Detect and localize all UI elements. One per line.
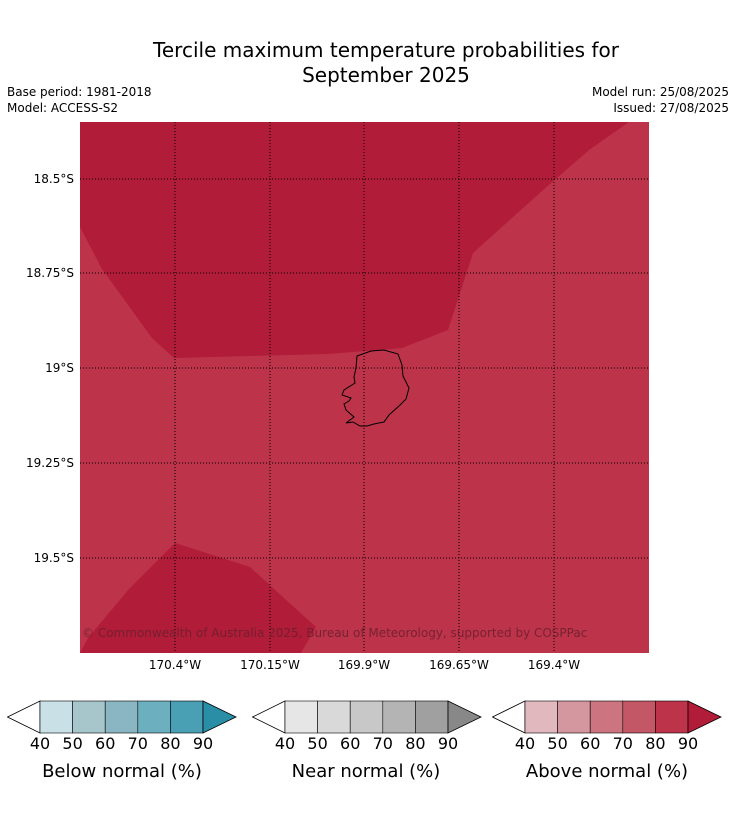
lat-label-18-75: 18.75°S xyxy=(26,266,74,280)
colorbar-cell xyxy=(557,700,591,734)
base-period-text: Base period: 1981-2018 xyxy=(7,85,152,99)
legend-below-normal xyxy=(7,700,237,810)
colorbar-tick-label: 80 xyxy=(645,734,666,753)
colorbar-tick-label: 90 xyxy=(677,734,699,753)
colorbar-tick-label: 60 xyxy=(340,734,361,753)
legend-near-normal xyxy=(252,700,482,810)
legend-above-normal xyxy=(492,700,722,810)
colorbar-tick-label: 40 xyxy=(29,734,51,753)
colorbar-cell xyxy=(137,700,171,734)
colorbar-cell xyxy=(284,700,318,734)
above-normal-90plus-region-north xyxy=(80,122,629,358)
colorbar-cell xyxy=(524,700,558,734)
graticule xyxy=(80,122,649,653)
lon-label-169-65: 169.65°W xyxy=(429,658,489,672)
colorbar-cell xyxy=(382,700,416,734)
colorbar-tick-label: 40 xyxy=(274,734,296,753)
colorbar-tick-label: 80 xyxy=(405,734,426,753)
lon-label-170-4: 170.4°W xyxy=(148,658,202,672)
colorbar-cell xyxy=(104,700,139,734)
colorbar-cell xyxy=(317,700,351,734)
colorbar-cell xyxy=(655,700,689,734)
map-panel xyxy=(80,122,649,653)
above-normal-90plus-region-south xyxy=(80,543,316,653)
colorbar-cell xyxy=(170,700,204,734)
copyright-notice: © Commonwealth of Australia 2025, Bureau… xyxy=(82,626,588,640)
colorbar-tick-label: 70 xyxy=(127,734,148,753)
colorbar-extend-high xyxy=(202,700,237,734)
colorbar-tick-label: 90 xyxy=(192,734,214,753)
colorbar-tick-label: 60 xyxy=(95,734,116,753)
lon-label-169-4: 169.4°W xyxy=(527,658,581,672)
colorbar-extend-low xyxy=(492,700,526,734)
lon-label-169-9: 169.9°W xyxy=(337,658,391,672)
colorbar-tick-label: 80 xyxy=(160,734,181,753)
legend-title-near-normal: Near normal (%) xyxy=(291,761,441,782)
lat-label-19: 19°S xyxy=(45,361,74,375)
colorbar-extend-high xyxy=(447,700,482,734)
title-line-2: September 2025 xyxy=(302,63,470,87)
colorbar-cell xyxy=(72,700,106,734)
chart-title: Tercile maximum temperature probabilitie… xyxy=(0,38,736,88)
lat-label-19-25: 19.25°S xyxy=(26,456,74,470)
colorbar-tick-label: 50 xyxy=(62,734,83,753)
title-line-1: Tercile maximum temperature probabilitie… xyxy=(153,38,619,62)
meta-left: Base period: 1981-2018 Model: ACCESS-S2 xyxy=(7,84,152,116)
colorbar-cell xyxy=(415,700,449,734)
colorbar-cell xyxy=(589,700,624,734)
colorbar-tick-label: 60 xyxy=(580,734,601,753)
lat-label-18-5: 18.5°S xyxy=(33,172,74,186)
map-svg xyxy=(80,122,649,653)
colorbar-tick-label: 50 xyxy=(547,734,568,753)
model-text: Model: ACCESS-S2 xyxy=(7,101,119,115)
niue-coastline xyxy=(341,349,410,427)
colorbar-cell xyxy=(349,700,384,734)
colorbar-tick-label: 90 xyxy=(437,734,459,753)
colorbar-extend-low xyxy=(7,700,41,734)
colorbar-extend-high xyxy=(687,700,722,734)
lon-label-170-15: 170.15°W xyxy=(240,658,300,672)
lat-label-19-5: 19.5°S xyxy=(33,551,74,565)
colorbar-extend-low xyxy=(252,700,286,734)
meta-right: Model run: 25/08/2025 Issued: 27/08/2025 xyxy=(592,84,729,116)
colorbar-tick-label: 70 xyxy=(372,734,393,753)
issued-text: Issued: 27/08/2025 xyxy=(613,101,729,115)
colorbar xyxy=(7,700,237,734)
colorbar xyxy=(252,700,482,734)
colorbar-tick-label: 50 xyxy=(307,734,328,753)
legend-title-below-normal: Below normal (%) xyxy=(42,761,202,782)
colorbar-tick-label: 70 xyxy=(612,734,633,753)
colorbar-cell xyxy=(622,700,656,734)
model-run-text: Model run: 25/08/2025 xyxy=(591,85,729,99)
colorbar xyxy=(492,700,722,734)
colorbar-tick-label: 40 xyxy=(514,734,536,753)
colorbar-cell xyxy=(39,700,73,734)
legend-title-above-normal: Above normal (%) xyxy=(525,761,689,782)
